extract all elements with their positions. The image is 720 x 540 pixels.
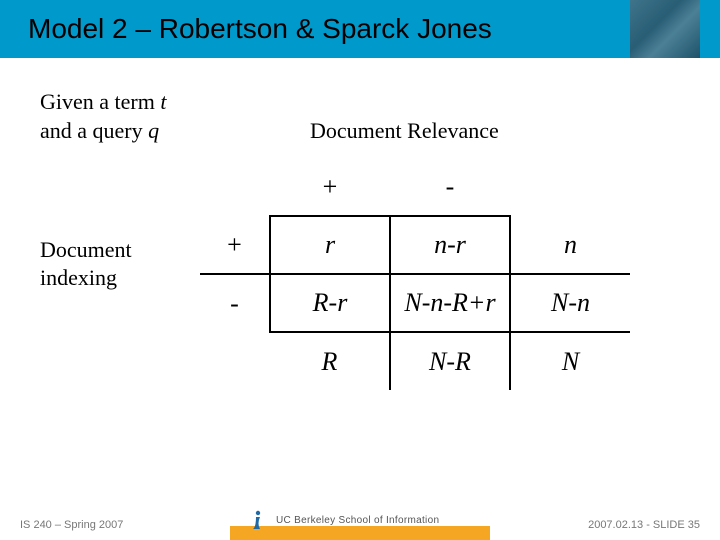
- slide-content: Given a term t and a query q Document Re…: [0, 58, 720, 145]
- cell-r3c3: N: [510, 332, 630, 390]
- cell-r2c2: N-n-R+r: [390, 274, 510, 332]
- row-group-header-line1: Document: [40, 237, 132, 262]
- row-group-header-line2: indexing: [40, 265, 117, 290]
- intro-term-t: t: [160, 89, 166, 114]
- footer-center-text: UC Berkeley School of Information: [276, 515, 439, 526]
- col-header-plus: +: [270, 158, 390, 216]
- title-bar: Model 2 – Robertson & Sparck Jones: [0, 0, 720, 58]
- cell-r1c2: n-r: [390, 216, 510, 274]
- cell-r3c2: N-R: [390, 332, 510, 390]
- footer-center-logo: UC Berkeley School of Information: [230, 510, 490, 540]
- intro-query-q: q: [148, 118, 159, 143]
- ischool-icon: [248, 509, 268, 529]
- column-group-header: Document Relevance: [310, 118, 499, 144]
- cell-r3c1: R: [270, 332, 390, 390]
- footer-orange-bar: [230, 526, 490, 540]
- footer-right-text: 2007.02.13 - SLIDE 35: [588, 519, 700, 531]
- cell-r2c1: R-r: [270, 274, 390, 332]
- row-group-header: Document indexing: [40, 236, 132, 291]
- row-header-plus: +: [200, 216, 270, 274]
- cell-r2c3: N-n: [510, 274, 630, 332]
- row-header-minus: -: [200, 274, 270, 332]
- intro-part2: and a query: [40, 118, 148, 143]
- contingency-table: + - + r n-r n - R-r N-n-R+r N-n R N-R N: [200, 158, 630, 390]
- title-decorative-image: [630, 0, 700, 58]
- slide-title: Model 2 – Robertson & Sparck Jones: [28, 13, 492, 45]
- cell-r1c3: n: [510, 216, 630, 274]
- intro-part1: Given a term: [40, 89, 160, 114]
- cell-r1c1: r: [270, 216, 390, 274]
- footer-left-text: IS 240 – Spring 2007: [20, 519, 123, 531]
- col-header-minus: -: [390, 158, 510, 216]
- slide-footer: IS 240 – Spring 2007 UC Berkeley School …: [0, 510, 720, 540]
